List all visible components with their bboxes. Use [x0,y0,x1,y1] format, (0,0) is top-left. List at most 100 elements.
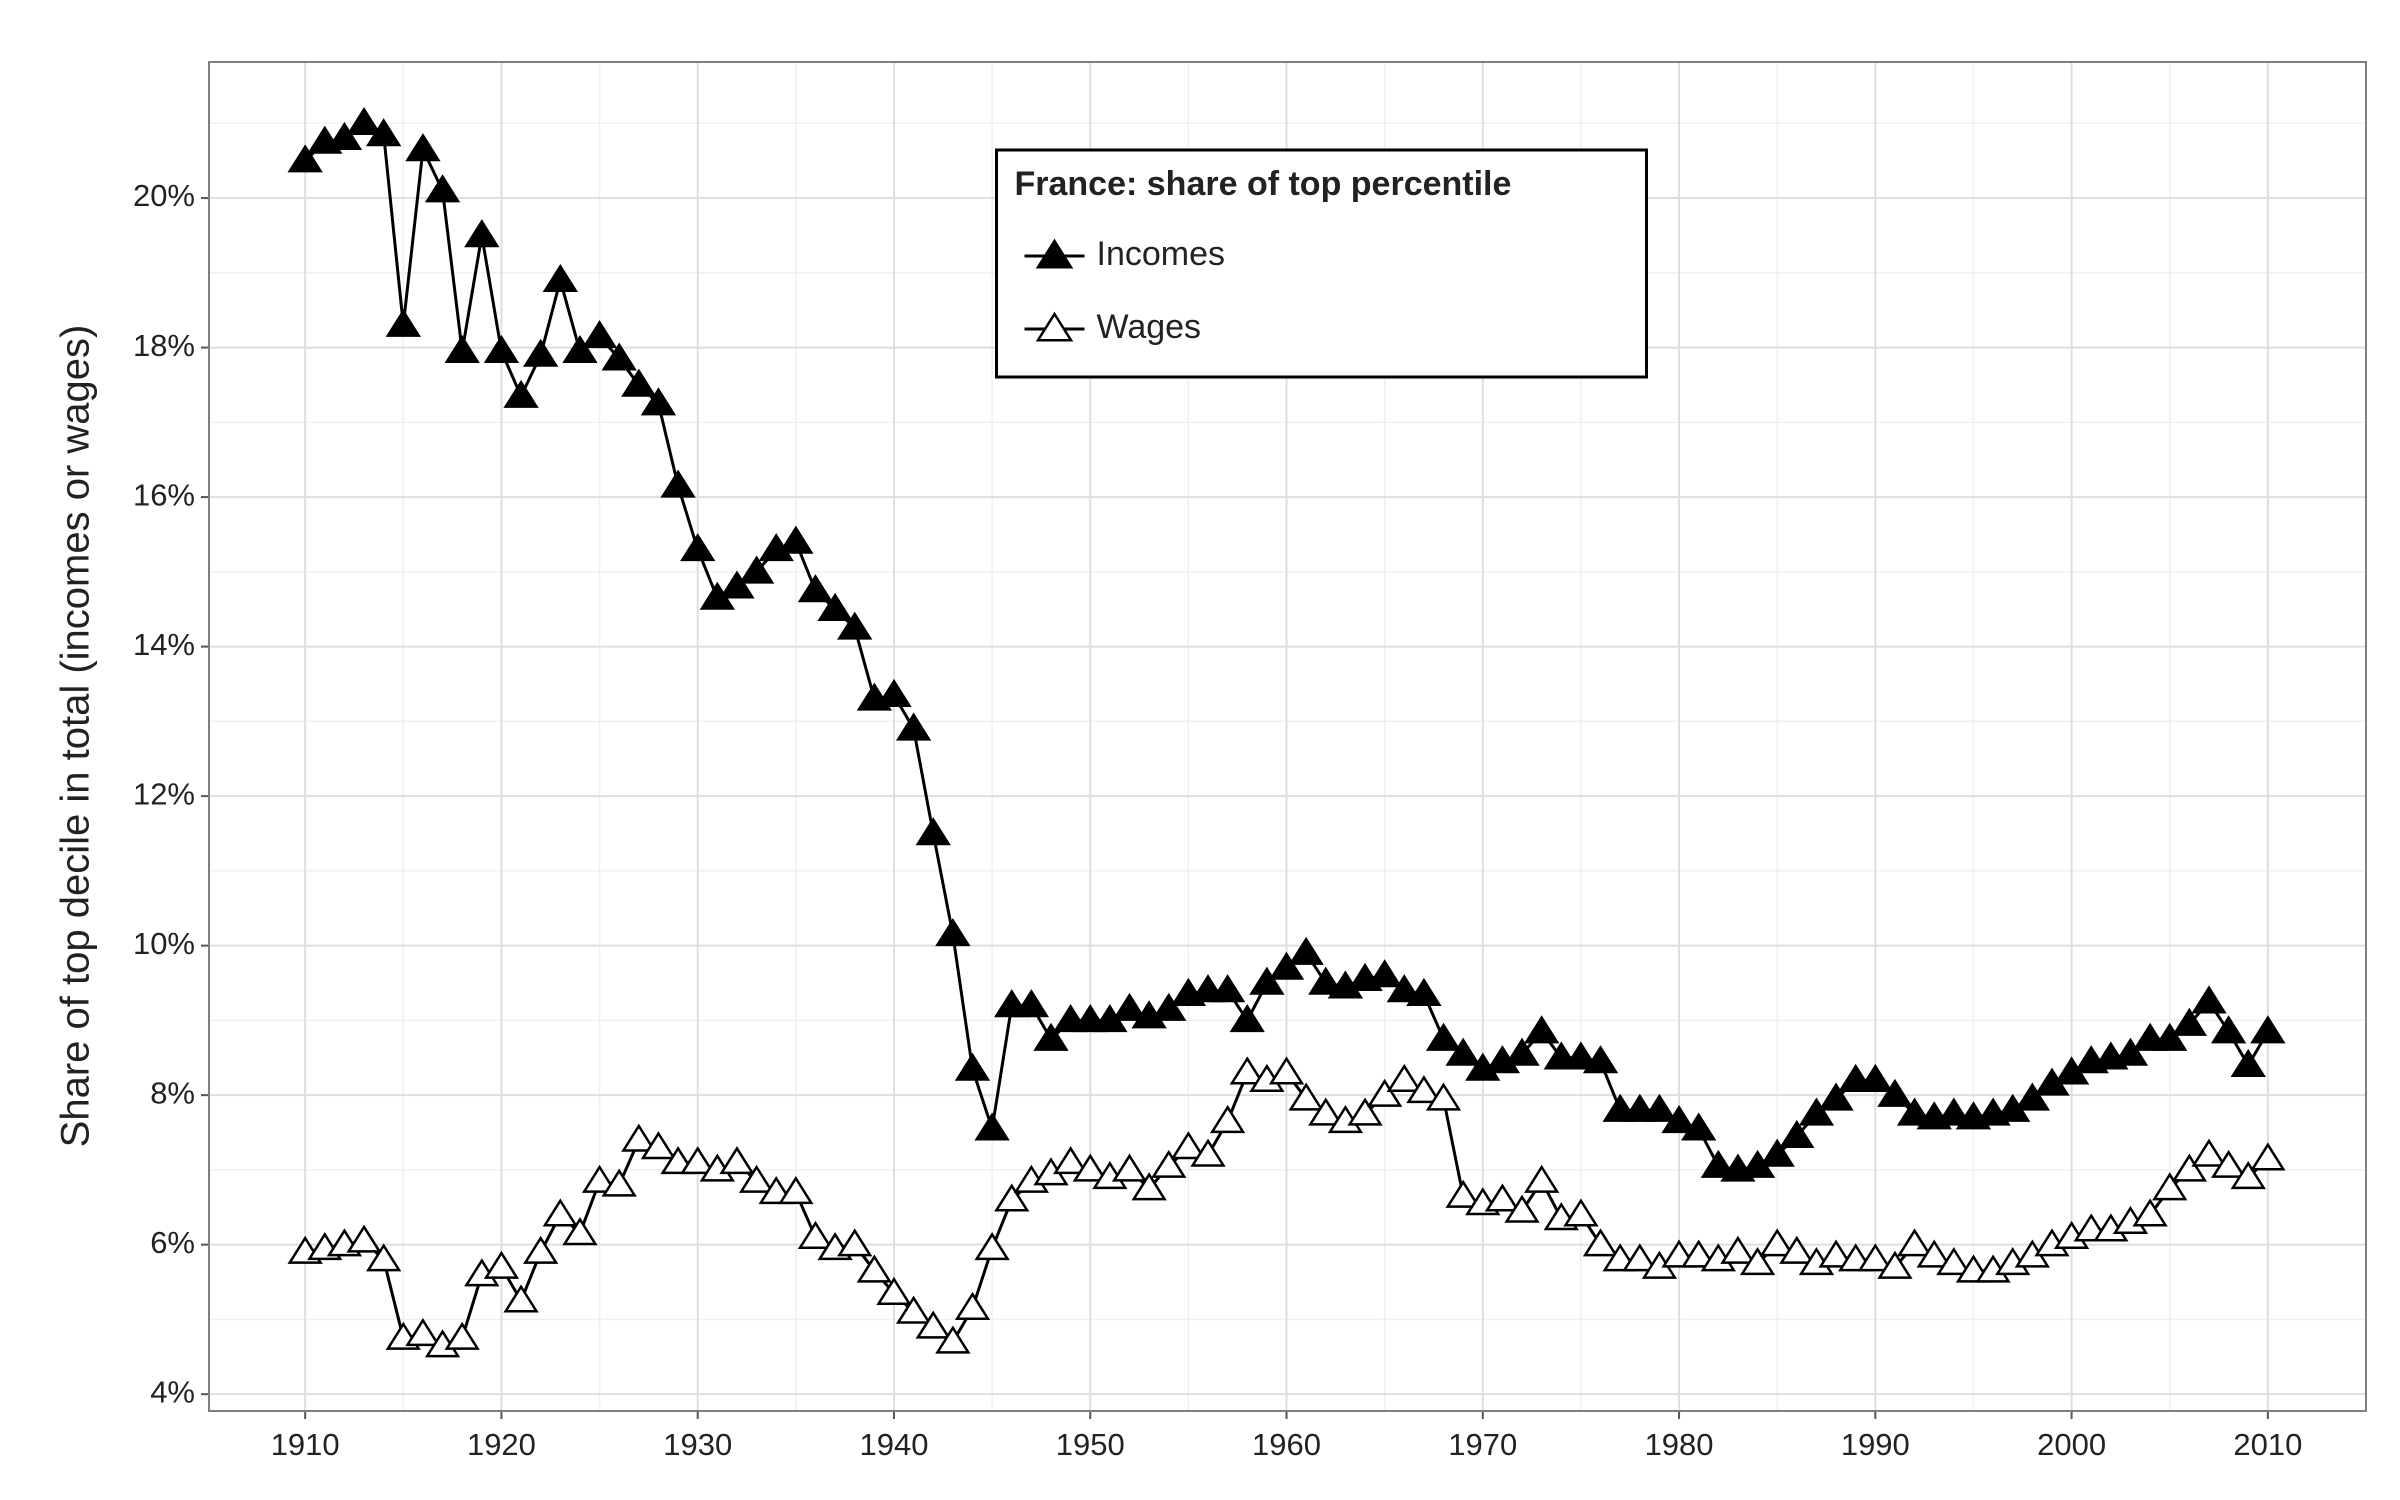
y-tick-label: 16% [133,477,195,512]
marker [444,334,480,364]
marker [738,1164,775,1193]
marker [994,1183,1030,1212]
x-tick-label: 1970 [1448,1427,1517,1462]
marker [1877,1078,1913,1107]
marker [2132,1198,2168,1227]
y-tick-label: 12% [133,776,195,811]
marker [1504,1194,1540,1223]
marker [2250,1142,2286,1171]
marker [680,1146,716,1175]
marker [1445,1037,1481,1066]
marker [503,379,539,408]
marker [1425,1022,1462,1051]
marker [326,121,363,151]
marker [1936,1097,1972,1126]
marker [1288,936,1324,965]
y-tick-label: 6% [150,1225,195,1260]
marker [1936,1247,1972,1276]
plot-border [208,61,2367,1412]
marker [1268,951,1305,980]
marker [1347,1097,1383,1126]
marker [523,1235,559,1264]
marker [1425,1082,1462,1111]
legend-title: France: share of top percentile [1015,165,1512,203]
legend-label: Wages [1097,308,1202,346]
x-tick-label: 2010 [2233,1427,2302,1462]
marker [1798,1097,1835,1126]
marker [1406,977,1442,1006]
marker [405,133,441,162]
marker [974,1112,1010,1141]
marker [876,1276,912,1306]
marker [2171,1007,2208,1036]
marker [1445,1179,1481,1208]
marker [581,320,618,349]
marker [1386,1063,1422,1092]
marker [1484,1183,1521,1212]
marker [895,712,932,741]
marker [542,1198,578,1227]
marker [817,592,853,621]
marker [1209,1104,1246,1134]
marker [483,1250,520,1279]
marker [738,555,775,584]
marker [797,574,834,603]
marker [778,1175,814,1205]
marker [1563,1041,1599,1070]
marker [1582,1045,1619,1074]
marker [2014,1082,2051,1111]
marker [621,1123,657,1152]
marker [1582,1228,1619,1257]
y-tick-label: 18% [133,328,195,363]
marker [640,1131,677,1160]
marker [954,1052,991,1081]
marker [1661,1104,1697,1134]
marker [1111,1153,1148,1182]
x-tick-label: 2000 [2037,1427,2106,1462]
marker [2112,1037,2149,1066]
x-tick-label: 1990 [1841,1427,1910,1462]
marker [1190,1138,1226,1167]
marker [2250,1015,2286,1044]
marker [1779,1235,1815,1264]
x-tick-label: 1930 [663,1427,732,1462]
marker [660,469,696,498]
marker [1151,992,1187,1021]
marker [2230,1161,2266,1190]
x-tick-label: 1960 [1252,1427,1321,1462]
marker [464,219,500,248]
legend-box [995,148,1648,379]
marker [935,1325,971,1354]
marker [915,1310,951,1339]
marker [1386,974,1422,1003]
marker [719,1146,755,1175]
x-tick-label: 1920 [467,1427,536,1462]
marker [287,144,323,173]
marker [1524,1015,1560,1044]
marker [1857,1063,1893,1092]
y-tick-label: 20% [133,178,195,213]
marker [1209,974,1246,1003]
marker [2210,1149,2247,1178]
x-tick-label: 1980 [1645,1427,1714,1462]
marker [1916,1239,1952,1268]
marker [503,1284,539,1313]
marker [1739,1247,1776,1276]
marker [601,342,637,371]
marker [797,1220,834,1249]
marker [680,533,716,562]
legend-marker [1035,311,1074,342]
marker [974,1232,1010,1261]
marker [837,1228,873,1257]
marker [837,611,873,640]
marker [2191,985,2227,1014]
marker [346,1224,382,1253]
x-tick-label: 1940 [859,1427,928,1462]
marker [1681,1112,1717,1141]
marker [1896,1097,1933,1126]
marker [1896,1228,1933,1257]
y-tick-label: 8% [150,1075,195,1110]
marker [1308,1097,1344,1126]
marker [1111,992,1148,1021]
